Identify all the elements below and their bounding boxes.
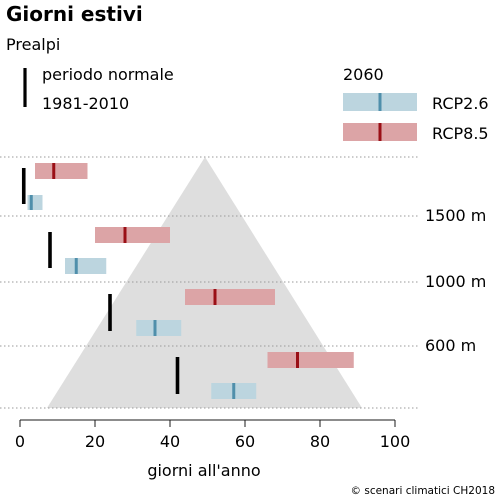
legend-scenario-year: 2060: [343, 65, 384, 84]
legend: periodo normale 1981-2010 2060 RCP2.6 RC…: [23, 65, 489, 143]
x-tick-label: 20: [85, 432, 105, 451]
rcp85-range-bar: [185, 289, 275, 305]
chart-title: Giorni estivi: [6, 2, 143, 26]
rcp85-range-bar: [35, 163, 88, 179]
elevation-label: 1500 m: [425, 206, 486, 225]
legend-rcp26-label: RCP2.6: [432, 94, 489, 113]
elevation-label: 1000 m: [425, 272, 486, 291]
x-tick-label: 80: [310, 432, 330, 451]
legend-normal-period: 1981-2010: [42, 94, 129, 113]
x-tick-label: 0: [15, 432, 25, 451]
x-tick-label: 60: [235, 432, 255, 451]
rcp85-range-bar: [95, 227, 170, 243]
x-axis-label: giorni all'anno: [147, 461, 260, 480]
elevation-label: 600 m: [425, 336, 476, 355]
chart-subtitle: Prealpi: [6, 35, 60, 54]
elevation-labels: 1500 m 1000 m 600 m: [425, 206, 486, 355]
x-tick-label: 100: [380, 432, 411, 451]
legend-normal-label: periodo normale: [42, 65, 174, 84]
x-tick-label: 40: [160, 432, 180, 451]
credit-text: © scenari climatici CH2018: [351, 485, 495, 497]
x-axis: 0 20 40 60 80 100: [15, 419, 411, 451]
rcp85-range-bar: [267, 352, 354, 368]
elevation-gridlines: [0, 156, 418, 409]
rcp26-range-bar: [65, 258, 107, 274]
legend-rcp85-label: RCP8.5: [432, 124, 489, 143]
rcp26-range-bar: [136, 320, 182, 336]
data-marks: [21, 163, 354, 399]
